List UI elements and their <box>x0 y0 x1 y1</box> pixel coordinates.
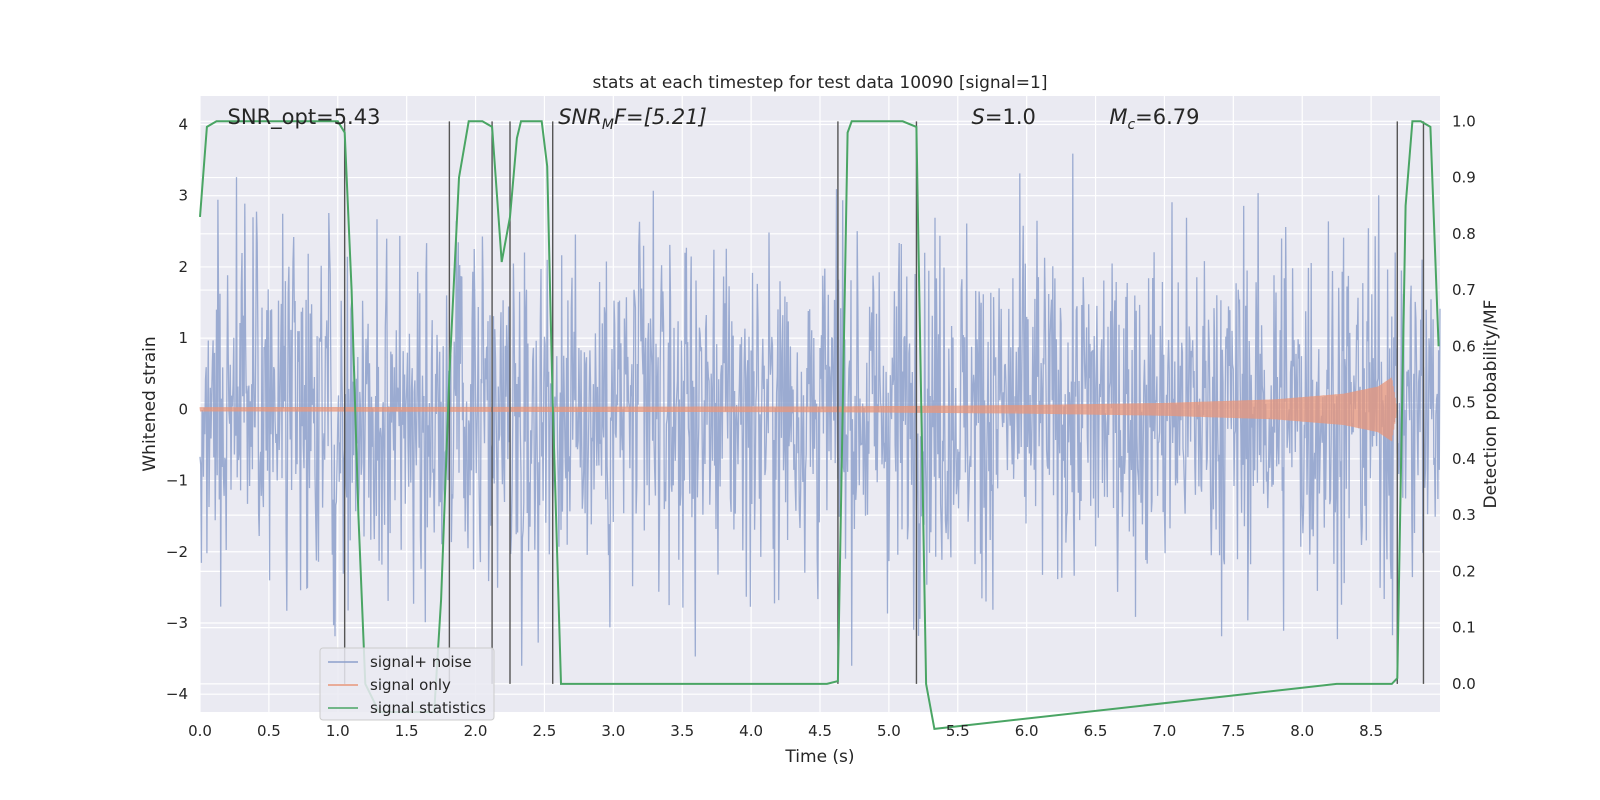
legend-box <box>319 647 495 721</box>
x-ticks: 0.0 0.5 1.0 1.5 2.0 2.5 3.0 3.5 4.0 4.5 5.0 5.5 6.0 6… <box>188 722 1383 740</box>
y-tick-label-right: 0.7 <box>1452 281 1476 299</box>
y-tick-label-right: 0.4 <box>1452 450 1476 468</box>
series-signal-noise <box>199 153 1441 666</box>
signal-only-line <box>199 377 1398 442</box>
x-axis-label: Time (s) <box>784 747 854 767</box>
chart-title: stats at each timestep for test data 100… <box>593 73 1048 93</box>
x-tick-label: 4.5 <box>808 722 832 740</box>
x-tick-label: 8.5 <box>1359 722 1383 740</box>
y-axis-label-right: Detection probability/MF <box>1481 300 1501 509</box>
y-ticks-left: −4 −3 −2 −1 0 1 2 3 4 <box>166 115 188 703</box>
x-tick-label: 1.0 <box>326 722 350 740</box>
y-tick-label-left: 4 <box>178 115 188 133</box>
y-tick-label-right: 0.0 <box>1452 675 1476 693</box>
y-tick-label-left: −4 <box>166 685 188 703</box>
y-axis-label: Whitened strain <box>140 336 160 471</box>
y-tick-label-right: 0.9 <box>1452 169 1476 187</box>
x-tick-label: 2.0 <box>464 722 488 740</box>
y-tick-label-right: 0.1 <box>1452 619 1476 637</box>
y-tick-label-left: 0 <box>178 400 188 418</box>
y-tick-label-right: 0.3 <box>1452 506 1476 524</box>
x-tick-label: 1.5 <box>395 722 419 740</box>
y-tick-label-right: 1.0 <box>1452 112 1476 130</box>
y-tick-label-left: −1 <box>166 472 188 490</box>
annotations: SNR_opt=5.43 SNRMF=[5.21] S=1.0 Mc=6.79 <box>228 105 1200 133</box>
x-tick-label: 4.0 <box>739 722 763 740</box>
x-tick-label: 2.5 <box>533 722 557 740</box>
x-tick-label: 5.5 <box>946 722 970 740</box>
signal-noise-line <box>199 153 1441 666</box>
x-tick-label: 6.5 <box>1084 722 1108 740</box>
legend-label-signal-statistics: signal statistics <box>370 699 486 717</box>
y-tick-label-left: 3 <box>178 187 188 205</box>
y-tick-label-right: 0.8 <box>1452 225 1476 243</box>
y-tick-label-right: 0.6 <box>1452 337 1476 355</box>
y-tick-label-left: 1 <box>178 329 188 347</box>
legend-label-signal-noise: signal+ noise <box>370 653 472 671</box>
legend: signal+ noise signal only signal statist… <box>319 647 495 721</box>
x-tick-label: 5.0 <box>877 722 901 740</box>
x-tick-label: 8.0 <box>1290 722 1314 740</box>
signal-statistics-line <box>199 120 1440 730</box>
y-tick-label-left: −3 <box>166 614 188 632</box>
series-signal-statistics <box>199 120 1440 730</box>
y-tick-label-right: 0.5 <box>1452 394 1476 412</box>
y-ticks-right: 0.0 0.1 0.2 0.3 0.4 0.5 0.6 0.7 0.8 0.9 1.0 <box>1452 112 1476 693</box>
x-tick-label: 6.0 <box>1015 722 1039 740</box>
x-tick-label: 0.5 <box>257 722 281 740</box>
y-tick-label-left: 2 <box>178 258 188 276</box>
annotation: SNR_opt=5.43 <box>228 105 381 130</box>
x-tick-label: 7.5 <box>1221 722 1245 740</box>
x-tick-label: 3.5 <box>670 722 694 740</box>
legend-label-signal-only: signal only <box>370 676 451 694</box>
annotation: SNRMF=[5.21] <box>558 105 707 133</box>
x-tick-label: 0.0 <box>188 722 212 740</box>
x-tick-label: 7.0 <box>1153 722 1177 740</box>
y-tick-label-left: −2 <box>166 543 188 561</box>
annotation: Mc=6.79 <box>1109 105 1199 133</box>
x-tick-label: 3.0 <box>601 722 625 740</box>
annotation: S=1.0 <box>972 105 1036 129</box>
y-tick-label-right: 0.2 <box>1452 562 1476 580</box>
series-signal-only <box>199 377 1398 442</box>
